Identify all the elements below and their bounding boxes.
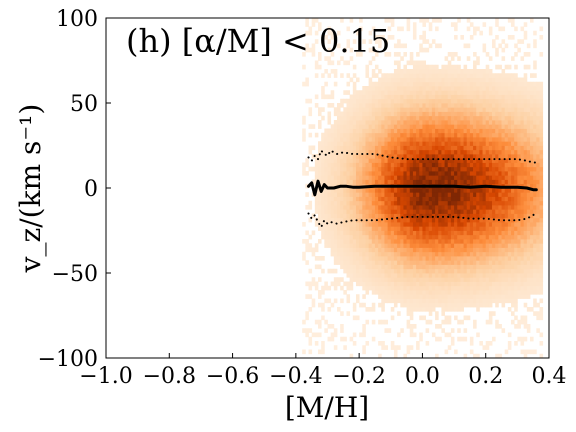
x-tick-label: −0.8 (143, 364, 196, 389)
x-axis-title: [M/H] (285, 391, 369, 424)
series-layer (307, 149, 538, 229)
y-tick-label: −100 (38, 347, 98, 372)
x-axis: −1.0 −0.8 −0.6 −0.4 −0.2 0.0 0.2 0.4 (79, 353, 567, 389)
x-tick-label: −0.6 (206, 364, 259, 389)
panel-annotation: (h) [α/M] < 0.15 (126, 22, 390, 60)
x-tick-label: 0.0 (405, 364, 440, 389)
y-tick-label: 50 (70, 92, 98, 117)
x-tick-label: −0.4 (269, 364, 322, 389)
x-tick-label: 0.4 (532, 364, 567, 389)
x-tick-label: −1.0 (79, 364, 132, 389)
y-tick-label: 100 (56, 7, 98, 32)
y-axis-title: v_z/(km s⁻¹) (14, 104, 47, 274)
x-tick-label: −0.2 (332, 364, 385, 389)
y-tick-label: −50 (52, 262, 98, 287)
y-tick-label: 0 (84, 177, 98, 202)
density-heatmap (302, 18, 544, 359)
y-axis: −100 −50 0 50 100 (38, 7, 111, 372)
x-tick-label: 0.2 (468, 364, 503, 389)
series-median (307, 179, 538, 197)
